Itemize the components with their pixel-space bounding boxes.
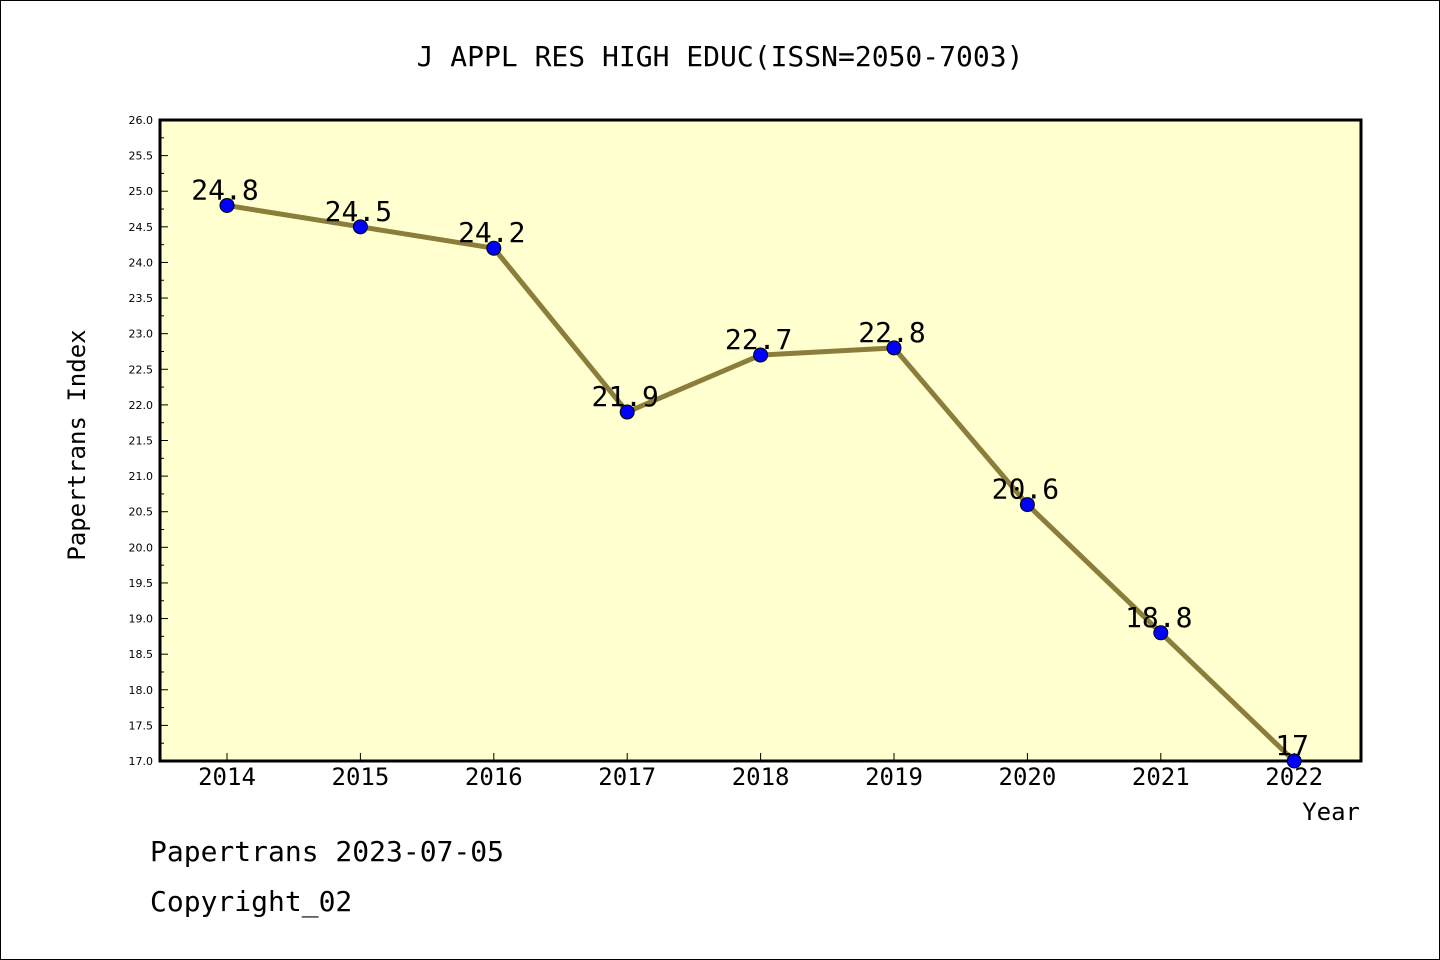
data-label: 17 [1275, 729, 1309, 762]
data-label: 22.8 [858, 316, 925, 349]
y-tick-label: 18.0 [129, 684, 154, 697]
x-axis: 2014 2015 2016 2017 2018 2019 2020 2021 2022 [198, 753, 1323, 791]
data-point [219, 197, 235, 213]
data-point [1286, 753, 1302, 769]
footer-date: Papertrans 2023-07-05 [150, 835, 505, 868]
y-tick-label: 17.0 [129, 755, 154, 768]
y-tick-label: 21.5 [129, 435, 154, 448]
x-tick-label: 2020 [999, 763, 1057, 791]
y-tick-label: 24.0 [129, 256, 154, 269]
y-tick-label: 21.0 [129, 470, 154, 483]
x-tick-label: 2017 [598, 763, 656, 791]
data-point [753, 347, 769, 363]
data-point [1019, 497, 1035, 513]
x-tick-label: 2014 [198, 763, 256, 791]
data-label: 24.5 [325, 195, 392, 228]
y-tick-label: 22.0 [129, 399, 154, 412]
data-label: 24.8 [191, 173, 258, 206]
data-label: 24.2 [458, 216, 525, 249]
x-tick-label: 2016 [465, 763, 523, 791]
y-tick-label: 22.5 [129, 363, 154, 376]
data-label: 22.7 [725, 323, 792, 356]
data-point [352, 219, 368, 235]
y-tick-label: 23.5 [129, 292, 154, 305]
y-tick-label: 17.5 [129, 719, 154, 732]
y-tick-label: 24.5 [129, 221, 154, 234]
data-point [619, 404, 635, 420]
y-tick-label: 18.5 [129, 648, 154, 661]
y-tick-label: 25.0 [129, 185, 154, 198]
data-label: 20.6 [992, 473, 1059, 506]
x-tick-label: 2021 [1132, 763, 1190, 791]
y-tick-label: 19.0 [129, 613, 154, 626]
data-label: 21.9 [591, 380, 658, 413]
chart-title: J APPL RES HIGH EDUC(ISSN=2050-7003) [417, 40, 1024, 73]
data-point [886, 340, 902, 356]
y-tick-label: 25.5 [129, 150, 154, 163]
y-tick-label: 23.0 [129, 328, 154, 341]
x-axis-label: Year [1302, 798, 1360, 826]
y-axis: 17.0 17.5 18.0 18.5 19.0 19.5 20.0 20.5 21.0 21.5… [129, 114, 168, 768]
data-label: 18.8 [1125, 601, 1192, 634]
y-tick-label: 19.5 [129, 577, 154, 590]
series-layer: 24.8 24.5 24.2 21.9 22.7 22.8 20.6 18.8 17 [191, 173, 1309, 769]
y-axis-label: Papertrans Index [63, 329, 91, 560]
y-tick-label: 20.5 [129, 506, 154, 519]
data-point [486, 240, 502, 256]
x-tick-label: 2019 [865, 763, 923, 791]
footer-copyright: Copyright_02 [150, 885, 353, 918]
y-tick-label: 26.0 [129, 114, 154, 127]
y-tick-label: 20.0 [129, 541, 154, 554]
data-point [1153, 625, 1169, 641]
x-tick-label: 2018 [732, 763, 790, 791]
x-tick-label: 2015 [332, 763, 390, 791]
